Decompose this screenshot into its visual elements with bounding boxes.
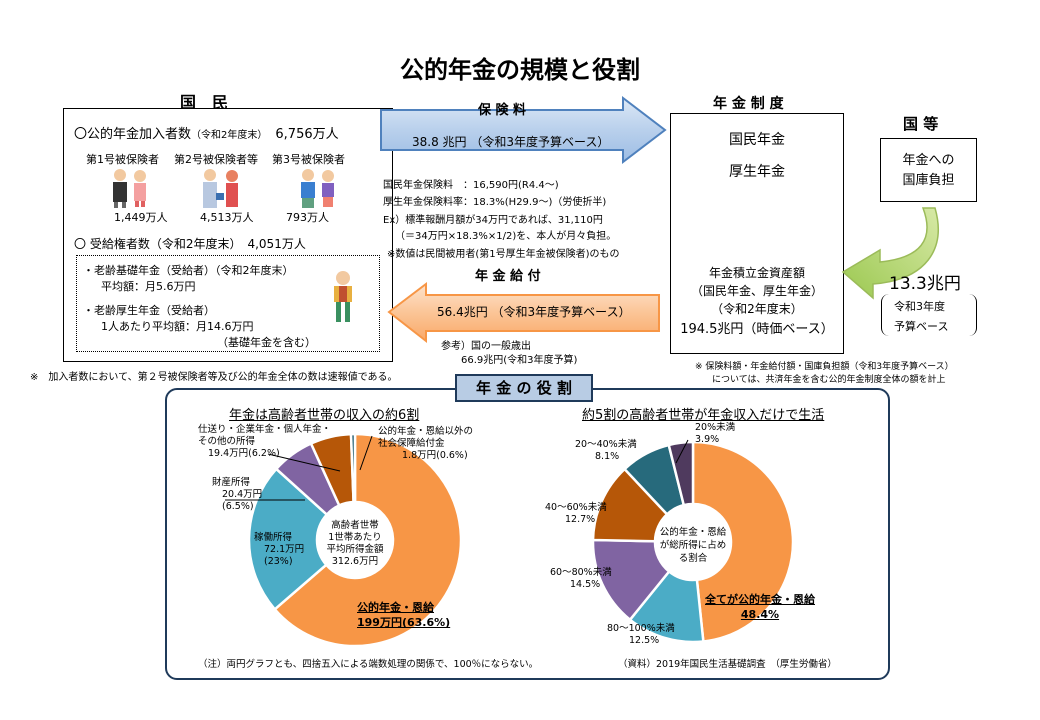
group2-label: 第2号被保険者等 <box>174 153 258 166</box>
state-box: 年金への 国庫負担 <box>880 138 977 202</box>
reserve-line3: （令和2年度末） <box>711 302 803 316</box>
state-basis-line2: 予算ベース <box>894 320 949 333</box>
right-label-40to60: 40～60%未満 12.7% <box>545 502 607 525</box>
left-pie-slice-2 <box>247 467 329 612</box>
enrollees-date: （令和2年度末） <box>191 130 263 141</box>
recipients-detail-box: ・老齢基礎年金（受給者）（令和2年度末） 平均額：月5.6万円 ・老齢厚生年金（… <box>76 255 380 352</box>
premium-line-4: （＝34万円×18.3%×1/2)を、本人が月々負担。 <box>395 231 617 242</box>
benefit-heading: 年 金 給 付 <box>475 269 541 284</box>
basic-pension-line2: 平均額：月5.6万円 <box>101 280 196 293</box>
recipients-label: 〇 受給権者数（令和2年度末） <box>74 237 236 251</box>
enrollees-line: 〇公的年金加入者数（令和2年度末） 6,756万人 <box>74 123 339 142</box>
enrollees-label: 〇公的年金加入者数 <box>74 127 192 142</box>
left-label-social-security: 公的年金・恩給以外の 社会保障給付金 1.8万円(0.6%) <box>378 426 474 461</box>
premium-amount: 38.8 兆円 （令和3年度予算ベース） <box>412 135 610 149</box>
right-label-all-pension: 全てが公的年金・恩給 48.4% <box>705 593 815 621</box>
reserve-line1: 年金積立金資産額 <box>708 266 805 280</box>
state-heading: 国 等 <box>903 115 939 133</box>
kokumin-heading: 国 民 <box>180 93 229 112</box>
right-label-60to80: 60～80%未満 14.5% <box>550 567 612 590</box>
group1-value: 1,449万人 <box>114 211 168 224</box>
premium-line-5: ※数値は民間被用者(第1号厚生年金被保険者)のもの <box>387 249 620 260</box>
leader-line-4 <box>675 439 689 464</box>
system-heading: 年 金 制 度 <box>713 96 784 112</box>
employee-pension-line2: 1人あたり平均額：月14.6万円 <box>101 320 254 333</box>
leader-line-3 <box>359 435 373 471</box>
left-chart-title: 年金は高齢者世帯の収入の約6割 <box>229 408 420 423</box>
left-label-property-income: 財産所得 20.4万円 (6.5%) <box>212 477 263 512</box>
group3-label: 第3号被保険者 <box>272 153 345 166</box>
system-note-line2: については、共済年金を含む公的年金制度全体の額を計上 <box>712 375 946 385</box>
right-label-20to40: 20～40%未満 8.1% <box>575 439 637 462</box>
reserve-line4: 194.5兆円（時価ベース） <box>680 322 834 337</box>
system-box: 国民年金 厚生年金 年金積立金資産額 （国民年金、厚生年金） （令和2年度末） … <box>670 113 844 354</box>
role-heading: 年 金 の 役 割 <box>455 374 593 402</box>
leader-line-1 <box>267 453 341 472</box>
system-item1: 国民年金 <box>729 132 785 148</box>
benefit-arrow-icon <box>387 282 660 344</box>
subsidy-arrow-icon <box>841 207 939 300</box>
right-label-under20: 20%未満 3.9% <box>695 422 736 445</box>
left-center-label: 高齢者世帯 1世帯あたり 平均所得金額 312.6万円 <box>326 520 384 567</box>
role-note: （注）両円グラフとも、四捨五入による端数処理の関係で、100％にならない。 <box>198 659 539 670</box>
right-pie-slice-6 <box>667 440 695 507</box>
benefit-ref-line2: 66.9兆円(令和3年度予算) <box>461 355 578 366</box>
group1-label: 第1号被保険者 <box>86 153 159 166</box>
reserve-line2: （国民年金、厚生年金） <box>690 284 823 298</box>
left-pie-slice-5 <box>349 432 357 504</box>
premium-arrow-icon <box>380 96 667 165</box>
right-center-label: 公的年金・恩給 が総所得に占め る割合 <box>659 527 727 564</box>
elderly-person-icon <box>334 271 352 322</box>
system-item2: 厚生年金 <box>729 164 785 180</box>
people-illustrations-icon <box>113 169 334 208</box>
kokumin-box: 〇公的年金加入者数（令和2年度末） 6,756万人 第1号被保険者 第2号被保険… <box>63 108 393 362</box>
recipients-line: 〇 受給権者数（令和2年度末） 4,051万人 <box>74 235 306 252</box>
employee-pension-line3: （基礎年金を含む） <box>217 336 316 349</box>
role-source: （資料）2019年国民生活基礎調査 （厚生労働省） <box>618 659 837 670</box>
benefit-ref-line1: 参考）国の一般歳出 <box>441 341 531 352</box>
right-chart-title: 約5割の高齢者世帯が年金収入だけで生活 <box>582 408 825 423</box>
group3-value: 793万人 <box>286 211 329 224</box>
state-box-line1: 年金への <box>902 153 955 168</box>
left-label-other-income: 仕送り・企業年金・個人年金・ その他の所得 19.4万円(6.2%) <box>198 424 332 459</box>
recipients-value: 4,051万人 <box>247 237 306 251</box>
premium-line-3: Ex）標準報酬月額が34万円であれば、31,110円 <box>383 215 603 226</box>
system-note-line1: ※ 保険料額・年金給付額・国庫負担額（令和3年度予算ベース） <box>695 362 954 372</box>
kokumin-footnote: ※ 加入者数において、第２号被保険者等及び公的年金全体の数は速報値である。 <box>30 372 398 383</box>
state-amount: 13.3兆円 <box>889 274 961 294</box>
state-basis-line1: 令和3年度 <box>894 300 945 313</box>
state-basis-bracket: 令和3年度 予算ベース <box>881 294 977 336</box>
group2-value: 4,513万人 <box>200 211 254 224</box>
page-title: 公的年金の規模と役割 <box>400 56 640 84</box>
left-label-earned-income: 稼働所得 72.1万円 (23%) <box>254 532 305 567</box>
state-box-line2: 国庫負担 <box>902 173 955 188</box>
left-label-public-pension: 公的年金・恩給 199万円(63.6%) <box>357 601 451 629</box>
enrollees-value: 6,756万人 <box>275 127 339 142</box>
left-pie-slice-1 <box>273 432 463 648</box>
right-label-80to100: 80～100%未満 12.5% <box>607 623 675 646</box>
employee-pension-line1: ・老齢厚生年金（受給者） <box>83 304 215 317</box>
premium-heading: 保 険 料 <box>478 103 527 118</box>
benefit-amount: 56.4兆円 （令和3年度予算ベース） <box>437 305 631 319</box>
right-pie-slice-1 <box>691 440 795 643</box>
premium-line-1: 国民年金保険料 ：16,590円(R4.4～) <box>383 180 559 191</box>
premium-line-2: 厚生年金保険料率：18.3%(H29.9～)（労使折半) <box>383 197 607 208</box>
basic-pension-line1: ・老齢基礎年金（受給者）（令和2年度末） <box>83 264 294 277</box>
